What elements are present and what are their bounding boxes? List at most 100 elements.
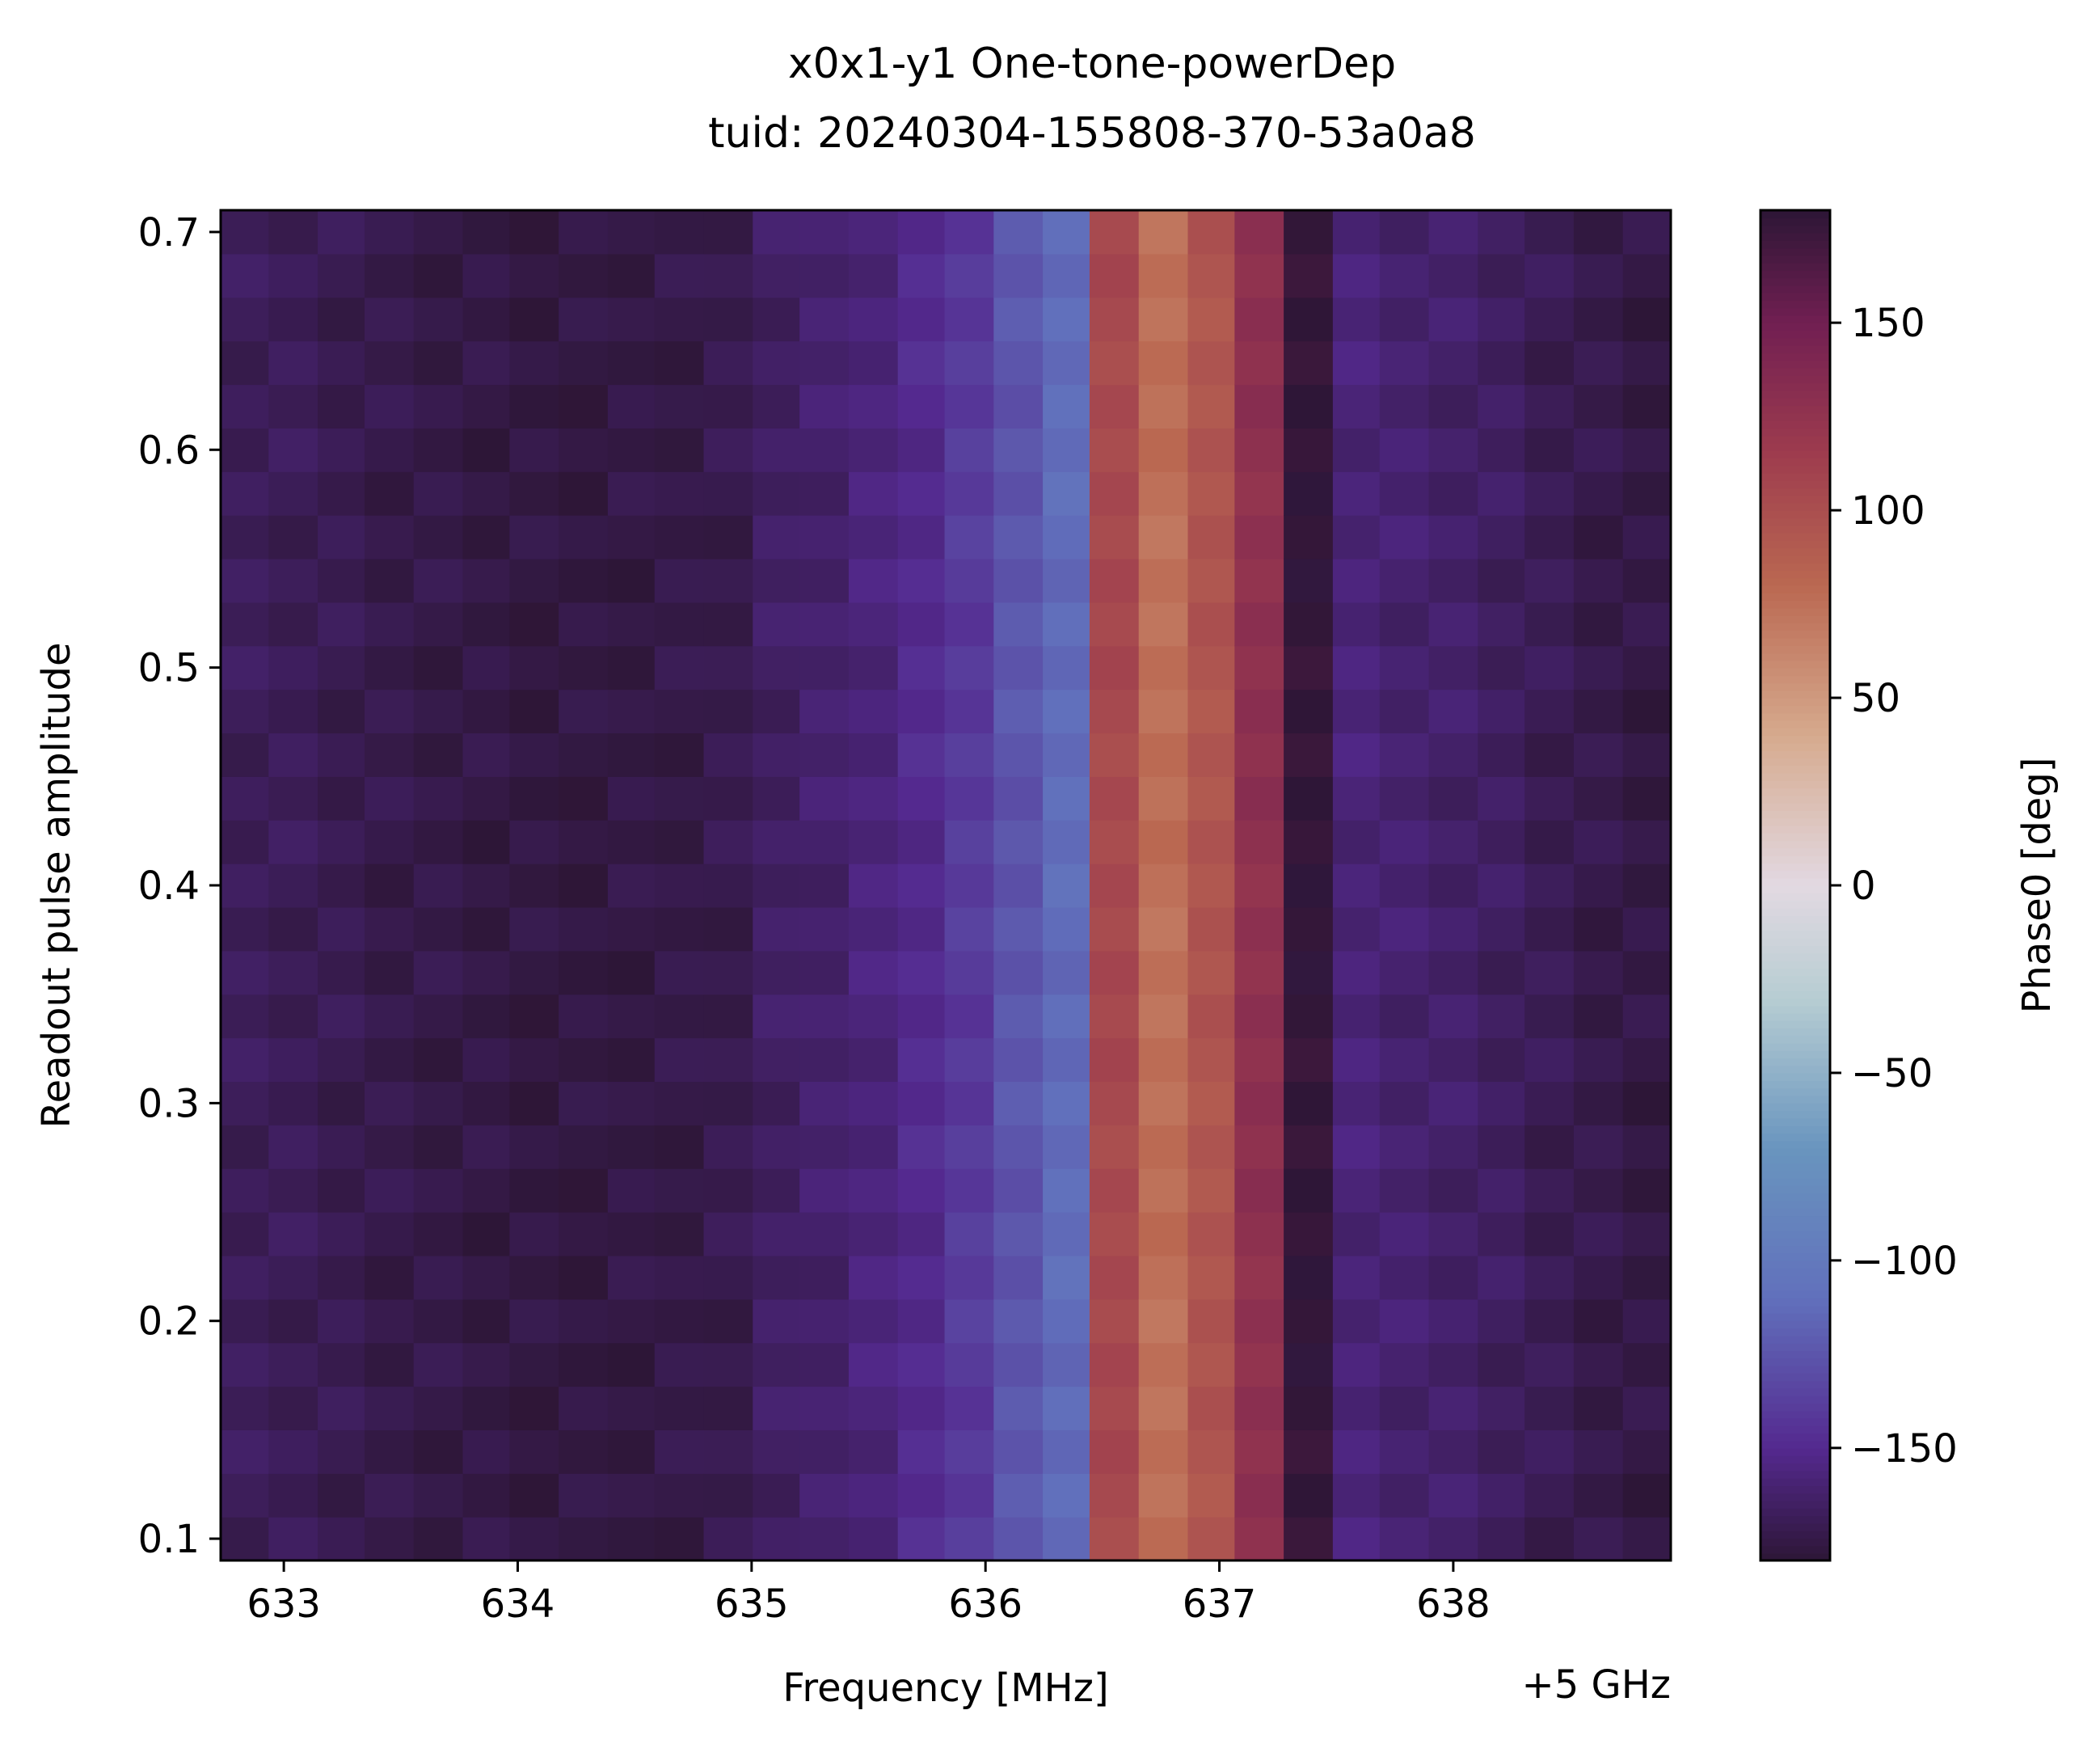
heatmap-cell (1234, 1255, 1284, 1300)
heatmap-cell (1478, 253, 1528, 298)
heatmap-cell (364, 1473, 415, 1518)
heatmap-cell (993, 340, 1044, 386)
heatmap-cell (1043, 297, 1093, 342)
colorbar-slice (1761, 607, 1830, 616)
heatmap-cell (848, 428, 899, 472)
heatmap-cell (993, 820, 1044, 864)
heatmap-cell (1284, 1342, 1334, 1387)
heatmap-cell (1332, 253, 1383, 298)
heatmap-cell (993, 1342, 1044, 1387)
heatmap-cell (1187, 1429, 1238, 1474)
heatmap-cell (1332, 602, 1383, 647)
colorbar-slice (1761, 1380, 1830, 1389)
heatmap-cell (413, 253, 464, 298)
heatmap-cell (848, 602, 899, 647)
heatmap-cell (1043, 471, 1093, 516)
heatmap-cell (799, 253, 850, 298)
heatmap-cell (364, 950, 415, 995)
heatmap-cell (1573, 340, 1624, 386)
colorbar-tick-label: 150 (1851, 301, 1925, 346)
heatmap-cell (654, 602, 705, 647)
heatmap-cell (1478, 1298, 1528, 1344)
colorbar-slice (1761, 742, 1830, 751)
heatmap-cell (462, 1342, 512, 1387)
heatmap-cell (1138, 1298, 1189, 1344)
heatmap-cell (1524, 645, 1575, 690)
heatmap-cell (1428, 994, 1478, 1039)
heatmap-cell (1478, 689, 1528, 734)
heatmap-cell (268, 1212, 318, 1256)
heatmap-cell (1234, 1473, 1284, 1518)
colorbar-slice (1761, 1508, 1830, 1517)
heatmap-cell (993, 906, 1044, 952)
heatmap-cell (1187, 1517, 1238, 1561)
heatmap-cell (1332, 906, 1383, 952)
colorbar-slice (1761, 1290, 1830, 1299)
heatmap-cell (413, 1168, 464, 1213)
heatmap-cell (993, 864, 1044, 908)
colorbar-slice (1761, 735, 1830, 744)
heatmap-cell (318, 1255, 368, 1300)
heatmap-cell (799, 645, 850, 690)
heatmap-cell (509, 515, 559, 560)
heatmap-cell (799, 1429, 850, 1474)
heatmap-cell (703, 515, 753, 560)
heatmap-cell (1379, 1298, 1430, 1344)
heatmap-cell (897, 471, 948, 516)
colorbar-slice (1761, 323, 1830, 331)
heatmap-cell (1138, 602, 1189, 647)
heatmap-cell (1284, 1081, 1334, 1125)
heatmap-cell (1478, 645, 1528, 690)
heatmap-cell (607, 1342, 658, 1387)
heatmap-cell (318, 820, 368, 864)
heatmap-cell (1138, 950, 1189, 995)
colorbar-slice (1761, 788, 1830, 796)
heatmap-cell (753, 1342, 803, 1387)
heatmap-cell (462, 602, 512, 647)
colorbar-slice (1761, 1455, 1830, 1464)
heatmap-cell (1284, 1298, 1334, 1344)
heatmap-cell (364, 776, 415, 821)
heatmap-cells (221, 210, 1672, 1561)
heatmap-cell (1089, 950, 1140, 995)
heatmap-cell (1089, 1386, 1140, 1430)
colorbar-slice (1761, 1238, 1830, 1247)
heatmap-cell (703, 864, 753, 908)
colorbar-label: Phase0 [deg] (2014, 757, 2060, 1013)
heatmap-cell (993, 994, 1044, 1039)
colorbar-slice (1761, 1312, 1830, 1321)
heatmap-cell (559, 558, 609, 603)
heatmap-cell (848, 297, 899, 342)
heatmap-cell (268, 210, 318, 255)
colorbar-slice (1761, 1012, 1830, 1021)
heatmap-cell (1573, 297, 1624, 342)
heatmap-cell (654, 1255, 705, 1300)
heatmap-cell (753, 1429, 803, 1474)
heatmap-cell (364, 1298, 415, 1344)
heatmap-cell (221, 1081, 269, 1125)
heatmap-cell (654, 1517, 705, 1561)
heatmap-cell (897, 1037, 948, 1083)
heatmap-cell (944, 602, 994, 647)
colorbar-slice (1761, 637, 1830, 646)
colorbar-ticks: −150 −100 −50 0 50 100 150 (1830, 301, 1958, 1472)
heatmap-cell (1573, 428, 1624, 472)
heatmap-cell (1089, 471, 1140, 516)
colorbar-slice (1761, 1552, 1830, 1561)
heatmap-cell (703, 1429, 753, 1474)
heatmap-cell (1138, 1255, 1189, 1300)
colorbar-slice (1761, 1117, 1830, 1126)
heatmap-cell (703, 1517, 753, 1561)
colorbar-slice (1761, 1155, 1830, 1164)
heatmap-cell (993, 950, 1044, 995)
heatmap-cell (944, 558, 994, 603)
heatmap-cell (1573, 994, 1624, 1039)
heatmap-cell (654, 1037, 705, 1083)
heatmap-cell (753, 1081, 803, 1125)
heatmap-cell (1138, 297, 1189, 342)
heatmap-cell (607, 253, 658, 298)
colorbar-slice (1761, 1410, 1830, 1419)
chart-subtitle: tuid: 20240304-155808-370-53a0a8 (708, 109, 1476, 158)
heatmap-cell (1524, 733, 1575, 777)
heatmap-cell (1573, 1168, 1624, 1213)
